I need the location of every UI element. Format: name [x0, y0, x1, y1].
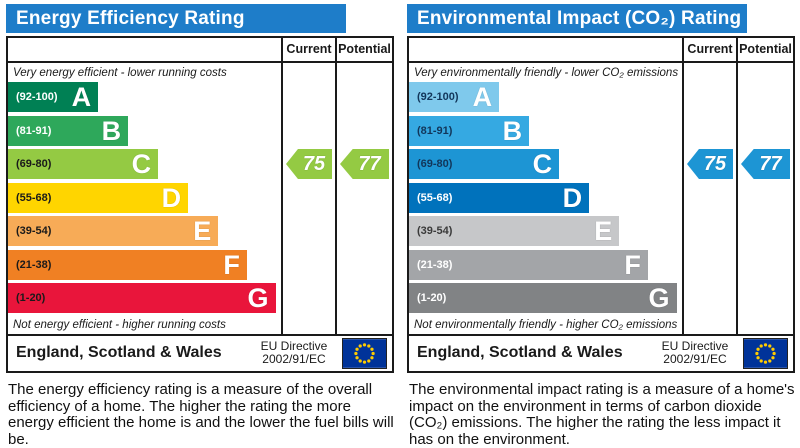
- environmental-table-header-row: Current Potential: [409, 38, 793, 63]
- band-c: (69-80) C: [409, 149, 560, 179]
- band-letter: E: [193, 216, 212, 246]
- band-e: (39-54) E: [409, 216, 620, 246]
- band-a: (92-100) A: [8, 82, 99, 112]
- band-g: (1-20) G: [8, 283, 276, 313]
- band-letter: F: [624, 249, 641, 280]
- current-rating-arrow: 75: [687, 149, 733, 179]
- potential-rating-arrow: 77: [741, 149, 790, 179]
- band-range-label: (81-91): [16, 124, 52, 137]
- eu-directive-label: EU Directive 2002/91/EC: [649, 338, 741, 367]
- band-letter: E: [594, 216, 613, 246]
- band-letter: C: [131, 149, 152, 179]
- band-range-label: (81-91): [417, 124, 453, 137]
- potential-rating-value: 77: [358, 152, 381, 175]
- band-b: (81-91) B: [8, 115, 129, 146]
- band-d: (55-68) D: [409, 182, 590, 213]
- potential-rating-arrow: 77: [340, 149, 389, 179]
- current-rating-value: 75: [302, 152, 326, 175]
- header-spacer: [409, 38, 682, 61]
- band-range-label: (21-38): [16, 258, 52, 271]
- band-range-label: (21-38): [417, 258, 453, 271]
- environmental-band-chart: Very environmentally friendly - lower CO…: [409, 63, 682, 334]
- band-range-label: (1-20): [16, 292, 46, 304]
- band-range-label: (69-80): [16, 158, 52, 170]
- energy-efficiency-panel: Energy Efficiency Rating Current Potenti…: [6, 4, 395, 448]
- potential-column-header: Potential: [736, 38, 793, 61]
- current-column-header: Current: [682, 38, 736, 61]
- eu-directive-line2: 2002/91/EC: [663, 352, 727, 367]
- band-letter: D: [562, 182, 583, 213]
- bottom-caption: Not energy efficient - higher running co…: [13, 318, 226, 331]
- potential-column-header: Potential: [335, 38, 392, 61]
- band-letter: B: [101, 115, 122, 146]
- band-c: (69-80) C: [8, 149, 159, 179]
- eu-flag-icon: [341, 337, 387, 369]
- band-letter: G: [648, 283, 670, 313]
- eu-directive-line2: 2002/91/EC: [262, 352, 326, 367]
- eu-flag-container: [340, 337, 392, 369]
- header-spacer: [8, 38, 281, 61]
- band-range-label: (92-100): [16, 91, 58, 103]
- band-range-label: (39-54): [417, 225, 453, 237]
- environmental-bands: (92-100) A (81-91) B (69-80) C (55-68) D (39…: [409, 82, 682, 313]
- band-letter: A: [71, 82, 92, 112]
- current-value-column: 75: [682, 63, 736, 334]
- band-range-label: (69-80): [417, 158, 453, 170]
- energy-band-chart: Very energy efficient - lower running co…: [8, 63, 281, 334]
- energy-description: The energy efficiency rating is a measur…: [8, 381, 394, 448]
- potential-value-column: 77: [736, 63, 793, 334]
- environmental-description: The environmental impact rating is a mea…: [409, 381, 795, 448]
- energy-table-header-row: Current Potential: [8, 38, 392, 63]
- eu-flag-container: [741, 337, 793, 369]
- band-g: (1-20) G: [409, 283, 677, 313]
- top-caption: Very energy efficient - lower running co…: [13, 67, 227, 79]
- eu-flag-icon: [742, 337, 788, 369]
- energy-bands: (92-100) A (81-91) B (69-80) C (55-68) D (39…: [8, 82, 281, 313]
- current-rating-arrow: 75: [286, 149, 332, 179]
- band-b: (81-91) B: [409, 115, 530, 146]
- potential-value-column: 77: [335, 63, 392, 334]
- region-label: England, Scotland & Wales: [417, 344, 623, 362]
- eu-directive-line1: EU Directive: [661, 338, 729, 353]
- environmental-table-footer: England, Scotland & Wales EU Directive 2…: [409, 333, 793, 372]
- energy-panel-title: Energy Efficiency Rating: [6, 4, 346, 33]
- band-letter: D: [161, 182, 182, 213]
- current-rating-value: 75: [703, 152, 727, 175]
- energy-table-footer: England, Scotland & Wales EU Directive 2…: [8, 333, 392, 372]
- band-f: (21-38) F: [8, 249, 247, 280]
- band-letter: F: [223, 249, 240, 280]
- environmental-chart-body: Very environmentally friendly - lower CO…: [409, 63, 793, 334]
- band-range-label: (39-54): [16, 225, 52, 237]
- environmental-impact-panel: Environmental Impact (CO₂) Rating Curren…: [407, 4, 796, 448]
- band-d: (55-68) D: [8, 182, 189, 213]
- eu-directive-label: EU Directive 2002/91/EC: [248, 338, 340, 367]
- band-range-label: (55-68): [16, 191, 52, 204]
- current-value-column: 75: [281, 63, 335, 334]
- top-caption: Very environmentally friendly - lower CO…: [414, 67, 679, 79]
- band-a: (92-100) A: [409, 82, 500, 112]
- current-column-header: Current: [281, 38, 335, 61]
- bottom-caption: Not environmentally friendly - higher CO…: [414, 318, 678, 331]
- environmental-rating-table: Current Potential Very environmentally f…: [407, 36, 795, 373]
- environmental-panel-title: Environmental Impact (CO₂) Rating: [407, 4, 747, 33]
- band-letter: A: [472, 82, 493, 112]
- band-e: (39-54) E: [8, 216, 219, 246]
- band-f: (21-38) F: [409, 249, 648, 280]
- band-letter: G: [247, 283, 269, 313]
- band-letter: C: [532, 149, 553, 179]
- band-letter: B: [502, 115, 523, 146]
- band-range-label: (92-100): [417, 91, 459, 103]
- potential-rating-value: 77: [759, 152, 782, 175]
- band-range-label: (1-20): [417, 292, 447, 304]
- region-label: England, Scotland & Wales: [16, 344, 222, 362]
- eu-directive-line1: EU Directive: [260, 338, 328, 353]
- energy-rating-table: Current Potential Very energy efficient …: [6, 36, 394, 373]
- band-range-label: (55-68): [417, 191, 453, 204]
- energy-chart-body: Very energy efficient - lower running co…: [8, 63, 392, 334]
